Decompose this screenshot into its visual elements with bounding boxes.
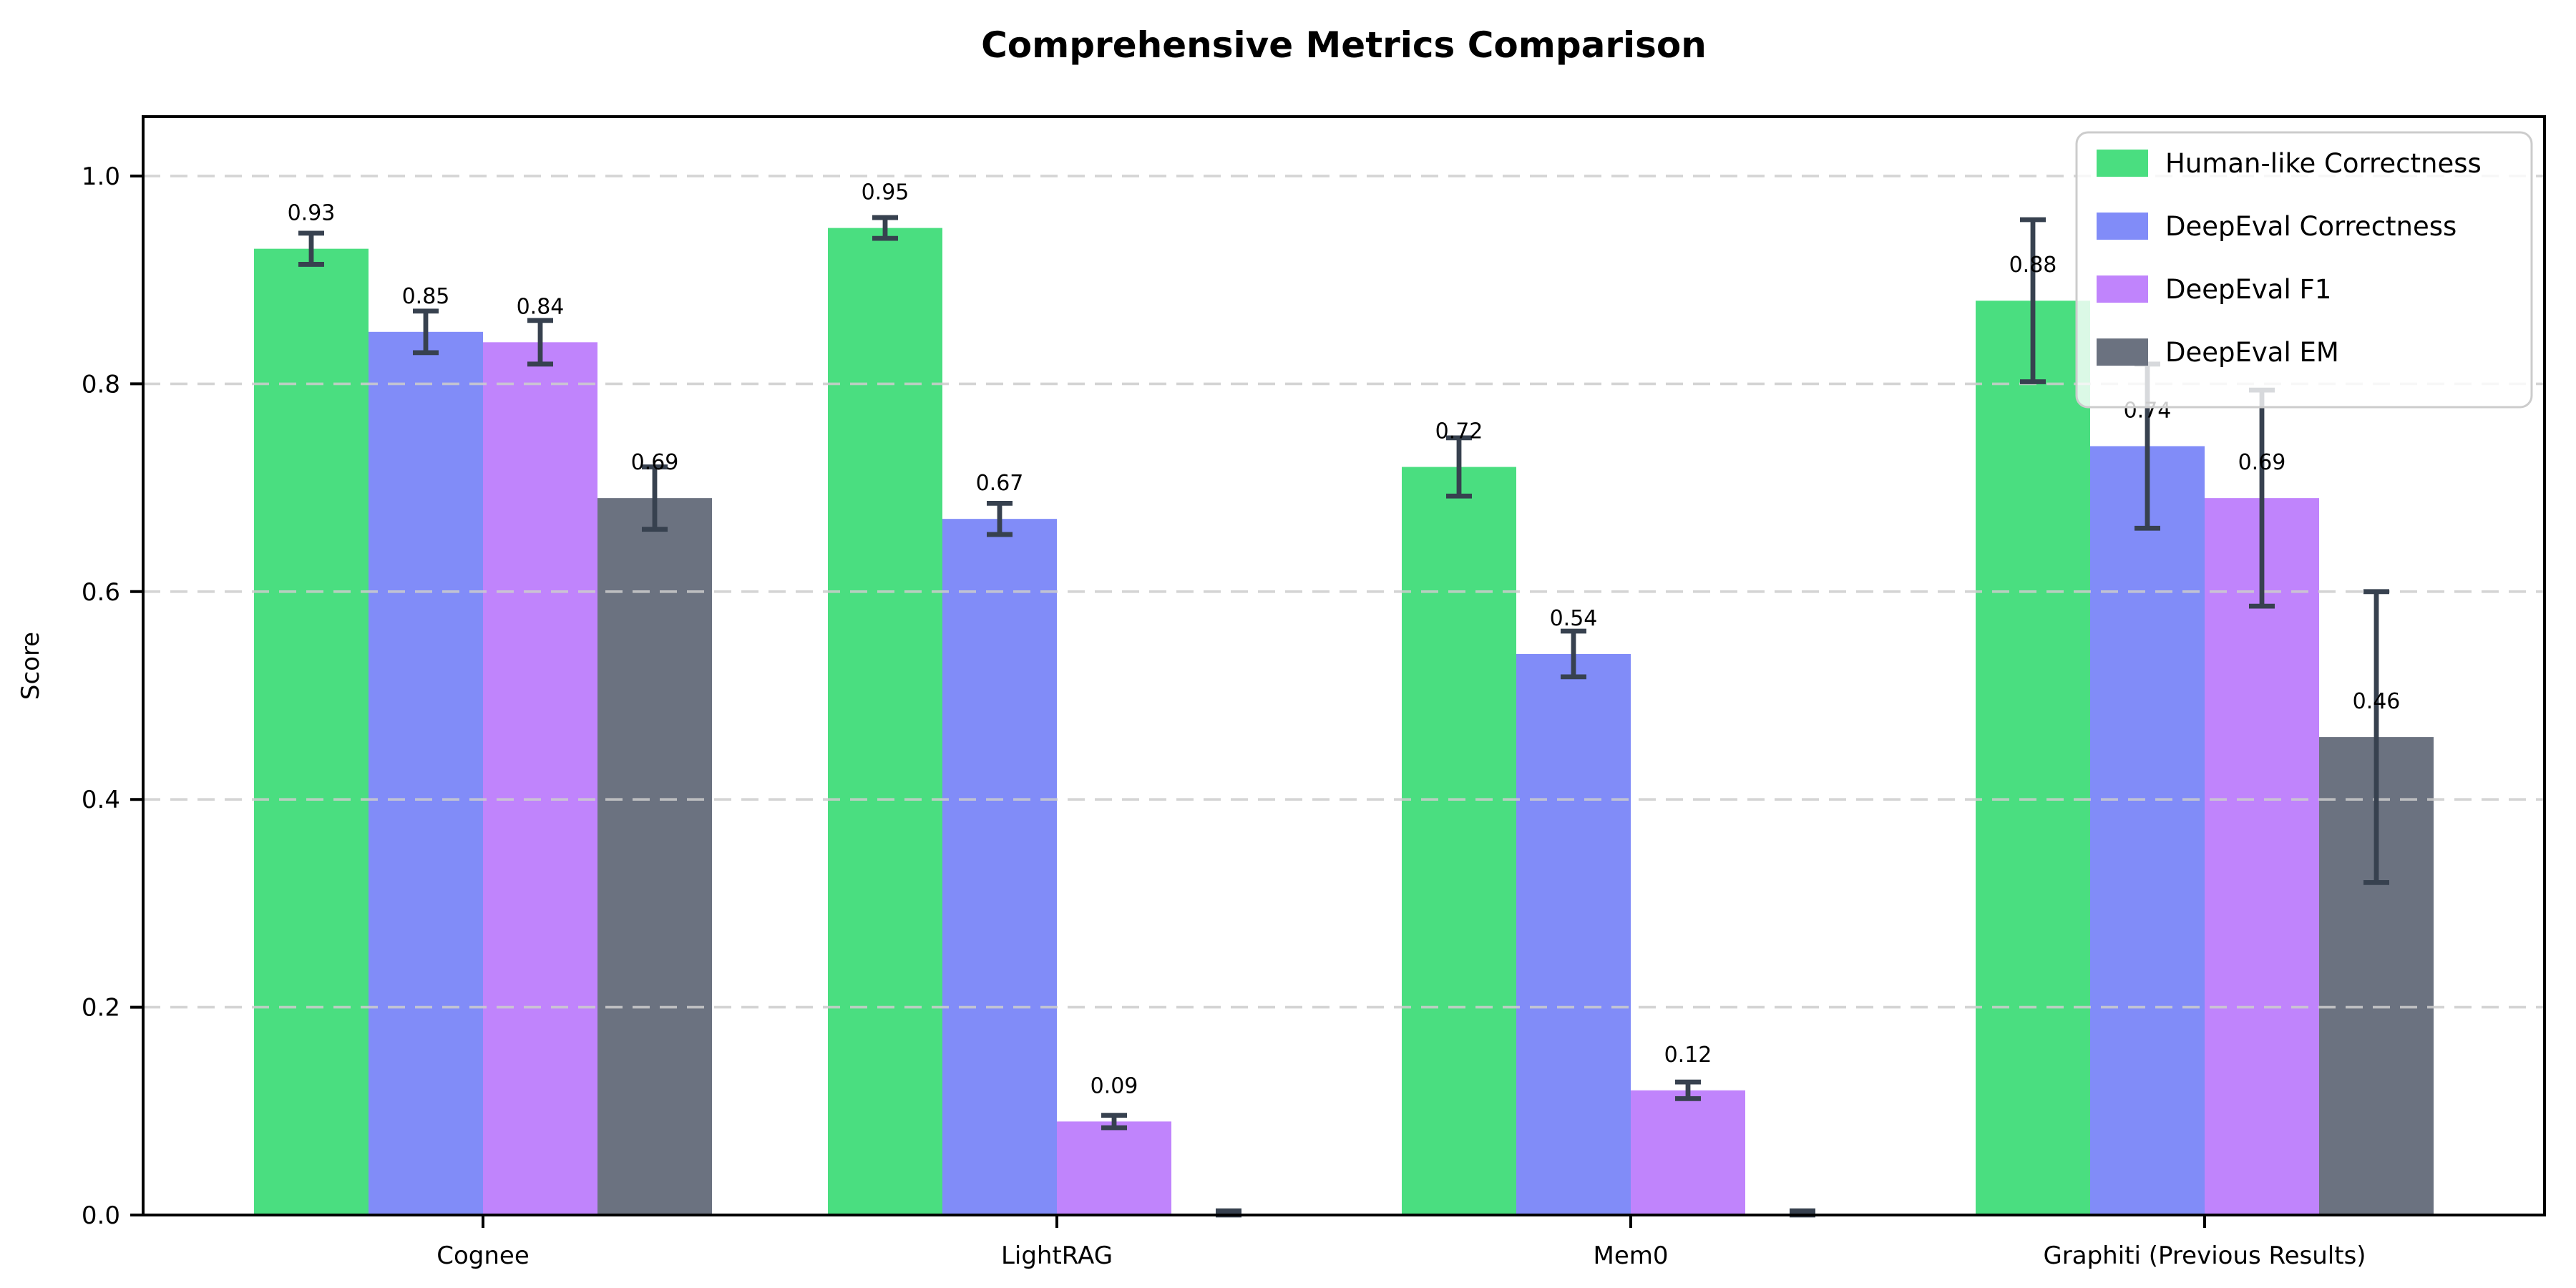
y-tick-label: 1.0 — [82, 162, 120, 191]
legend-swatch — [2097, 150, 2148, 177]
bar — [369, 331, 483, 1215]
bar-value-label: 0.69 — [631, 450, 679, 475]
bar-value-label: 0.93 — [288, 201, 336, 226]
bar — [1976, 301, 2090, 1215]
bar-value-label: 0.95 — [862, 180, 909, 205]
x-tick-label: LightRAG — [1001, 1241, 1113, 1270]
bar-value-label: 0.72 — [1435, 419, 1483, 444]
bar-value-label: 0.54 — [1550, 606, 1598, 631]
legend-label: Human-like Correctness — [2165, 148, 2482, 179]
legend-label: DeepEval EM — [2165, 337, 2339, 368]
y-axis-label: Score — [16, 632, 45, 700]
bar — [597, 498, 712, 1215]
bar — [1057, 1121, 1171, 1215]
bar — [1516, 653, 1631, 1215]
plot-border — [142, 115, 2546, 1216]
y-tick-label: 0.0 — [82, 1201, 120, 1230]
chart-title: Comprehensive Metrics Comparison — [981, 24, 1707, 66]
bar-value-label: 0.67 — [976, 471, 1024, 496]
legend-swatch — [2097, 213, 2148, 240]
bar-value-label: 0.84 — [517, 294, 565, 319]
legend-swatch — [2097, 275, 2148, 303]
bar-value-label: 0.09 — [1091, 1073, 1138, 1098]
y-tick-label: 0.2 — [82, 994, 120, 1023]
bar — [1402, 467, 1516, 1215]
bar-value-label: 0.88 — [2009, 253, 2057, 278]
bar — [828, 228, 942, 1216]
bar-value-label: 0.85 — [402, 284, 450, 309]
legend-label: DeepEval F1 — [2165, 274, 2331, 305]
bar — [2090, 446, 2205, 1215]
y-tick-label: 0.8 — [82, 370, 120, 399]
bar — [254, 248, 369, 1215]
bar — [2205, 498, 2319, 1215]
x-tick-label: Graphiti (Previous Results) — [2043, 1241, 2366, 1270]
bar-value-label: 0.46 — [2353, 689, 2401, 714]
y-tick-label: 0.6 — [82, 578, 120, 607]
legend-box — [2075, 131, 2533, 409]
legend-swatch — [2097, 338, 2148, 366]
bar-value-label: 0.69 — [2238, 450, 2286, 475]
bar — [1631, 1090, 1745, 1215]
bar — [483, 342, 597, 1215]
y-tick-label: 0.4 — [82, 786, 120, 814]
x-tick-label: Cognee — [436, 1241, 530, 1270]
x-tick-label: Mem0 — [1593, 1241, 1668, 1270]
legend-label: DeepEval Correctness — [2165, 211, 2457, 242]
bar-value-label: 0.12 — [1664, 1043, 1712, 1068]
bar — [942, 519, 1057, 1215]
